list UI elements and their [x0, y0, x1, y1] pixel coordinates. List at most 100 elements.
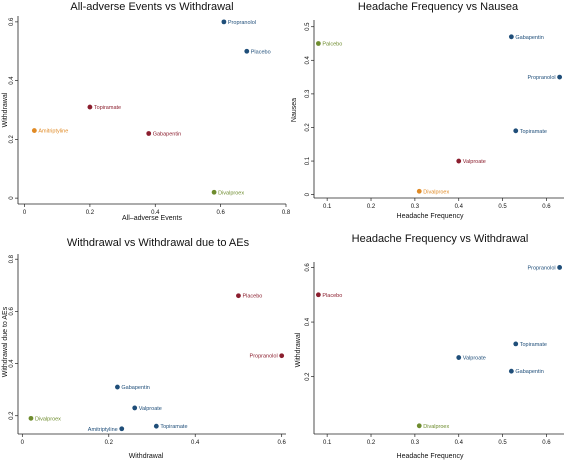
y-tick-label: 0.6: [305, 263, 311, 272]
data-point: [513, 128, 519, 134]
data-label: Divalproex: [423, 189, 449, 195]
data-point: [119, 426, 125, 432]
data-point: [513, 341, 519, 347]
y-axis-label: Nausea: [291, 98, 298, 122]
y-tick-label: 0.2: [9, 411, 15, 420]
data-label: Palcebo: [322, 42, 342, 48]
data-label: Propranolol: [527, 75, 555, 81]
x-tick-label: 0.5: [498, 204, 507, 210]
y-tick-label: 0.6: [9, 307, 15, 316]
data-label: Placebo: [242, 294, 262, 300]
panel-withdrawal-vs-withdrawal-due-to-aes: Withdrawal vs Withdrawal due to AEs With…: [2, 237, 287, 460]
data-label: Amitriptyline: [88, 427, 118, 433]
panel-headache-vs-withdrawal: Headache Frequency vs Withdrawal Headach…: [295, 233, 564, 460]
x-tick-label: 0.4: [151, 210, 160, 216]
data-point: [315, 292, 321, 298]
data-point: [557, 74, 563, 80]
data-label: Valproate: [463, 356, 486, 362]
y-tick-label: 0: [305, 192, 311, 196]
x-tick-label: 0.6: [542, 440, 551, 446]
x-tick-label: 0.4: [455, 204, 464, 210]
data-label: Valproate: [139, 406, 162, 412]
y-tick-label: 0.8: [9, 254, 15, 263]
data-label: Placebo: [322, 293, 342, 299]
data-label: Gabapentin: [515, 35, 543, 41]
data-point: [456, 158, 462, 164]
x-tick-label: 0.6: [216, 210, 225, 216]
data-point: [146, 131, 152, 136]
x-tick-label: 0: [23, 210, 27, 216]
x-tick-label: 0.3: [411, 440, 420, 446]
data-label: Topiramate: [520, 342, 547, 348]
data-point: [87, 104, 93, 110]
x-tick-label: 0.4: [191, 440, 200, 446]
y-tick-label: 0: [9, 196, 15, 200]
y-tick-label: 0.6: [9, 17, 15, 26]
data-point: [244, 48, 250, 54]
data-label: Placebo: [251, 49, 271, 55]
x-tick-label: 0.1: [323, 204, 332, 210]
data-point: [557, 265, 563, 270]
data-label: Valproate: [463, 159, 486, 165]
data-point: [211, 189, 217, 195]
data-point: [456, 355, 462, 360]
y-tick-label: 0.4: [305, 317, 311, 326]
data-label: Propranolol: [250, 354, 278, 360]
data-point: [416, 423, 422, 429]
x-axis-label: Headache Frequency: [397, 213, 464, 220]
panel-title: Withdrawal vs Withdrawal due to AEs: [67, 237, 250, 249]
x-tick-label: 0.5: [498, 440, 507, 446]
data-label: Amitriptyline: [38, 129, 68, 135]
panel-title: Headache Frequency vs Nausea: [358, 1, 519, 13]
x-tick-label: 0.3: [411, 204, 420, 210]
y-tick-label: 0.4: [9, 359, 15, 368]
x-tick-label: 0.6: [542, 204, 551, 210]
data-label: Gabapentin: [515, 369, 543, 375]
data-label: Gabapentin: [121, 385, 149, 391]
x-tick-label: 0.2: [367, 204, 376, 210]
panel-adverse-events-vs-withdrawal: All-adverse Events vs Withdrawal All–adv…: [2, 1, 291, 222]
data-point: [416, 188, 422, 194]
data-point: [221, 19, 227, 25]
data-point: [508, 34, 514, 40]
data-label: Divalproex: [218, 190, 244, 196]
data-label: Divalproex: [35, 416, 61, 422]
data-point: [132, 405, 138, 411]
data-label: Propranolol: [527, 265, 555, 271]
data-point: [315, 41, 321, 46]
panel-headache-vs-nausea: Headache Frequency vs Nausea Headache Fr…: [291, 1, 564, 220]
data-label: Topiramate: [94, 105, 121, 111]
data-label: Divalproex: [423, 424, 449, 430]
y-axis-label: Withdrawal due to AEs: [2, 306, 9, 377]
y-tick-label: 0.2: [9, 135, 15, 144]
x-axis-label: Withdrawal: [129, 453, 164, 460]
y-tick-label: 0.4: [305, 55, 311, 64]
x-tick-label: 0.8: [282, 210, 291, 216]
x-tick-label: 0.2: [367, 440, 376, 446]
data-point: [31, 128, 37, 133]
y-tick-label: 0.2: [305, 123, 311, 132]
x-tick-label: 0.1: [323, 440, 332, 446]
panel-title: All-adverse Events vs Withdrawal: [70, 1, 233, 13]
data-point: [28, 415, 34, 421]
x-axis-label: All–adverse Events: [122, 215, 182, 222]
data-point: [236, 293, 241, 299]
x-tick-label: 0.2: [86, 210, 95, 216]
data-point: [115, 384, 120, 390]
data-label: Propranolol: [228, 20, 256, 26]
x-axis-label: Headache Frequency: [397, 453, 464, 460]
x-tick-label: 0.6: [278, 440, 287, 446]
y-tick-label: 0.1: [305, 156, 311, 165]
data-label: Topiramate: [160, 424, 187, 430]
x-tick-label: 0: [21, 440, 25, 446]
x-tick-label: 0.4: [455, 440, 464, 446]
x-tick-label: 0.2: [105, 440, 114, 446]
y-axis-label: Withdrawal: [2, 92, 9, 127]
y-tick-label: 0.3: [305, 89, 311, 98]
data-point: [279, 353, 285, 359]
data-label: Gabapentin: [153, 132, 181, 138]
y-tick-label: 0.2: [305, 372, 311, 381]
y-tick-label: 0.4: [9, 76, 15, 85]
y-axis-label: Withdrawal: [295, 332, 302, 367]
